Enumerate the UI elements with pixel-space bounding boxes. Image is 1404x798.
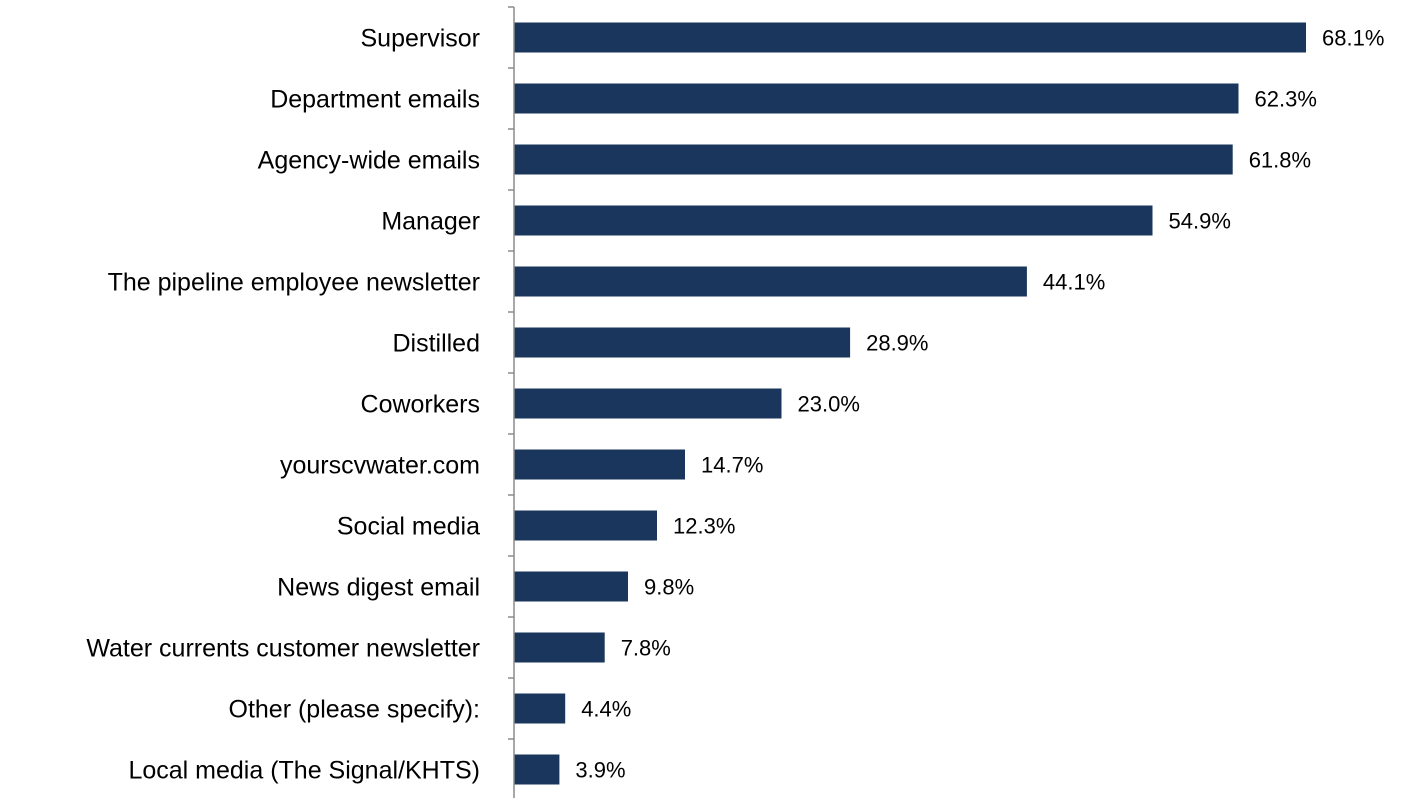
data-label: 14.7% xyxy=(701,453,763,478)
category-label: Manager xyxy=(381,208,480,236)
data-label: 54.9% xyxy=(1169,209,1231,234)
category-label: Coworkers xyxy=(361,391,480,419)
data-label: 4.4% xyxy=(581,697,631,722)
bar xyxy=(514,571,628,602)
data-label: 68.1% xyxy=(1322,26,1384,51)
category-label: Social media xyxy=(337,513,480,541)
data-label: 7.8% xyxy=(621,636,671,661)
bar xyxy=(514,754,560,785)
bar xyxy=(514,327,851,358)
data-label: 23.0% xyxy=(798,392,860,417)
data-label: 3.9% xyxy=(575,758,625,783)
data-label: 9.8% xyxy=(644,575,694,600)
bars-layer xyxy=(514,22,1306,785)
labels-layer: Supervisor 68.1% Department emails 62.3% Age… xyxy=(86,25,1384,785)
bar xyxy=(514,388,782,419)
category-label: The pipeline employee newsletter xyxy=(108,269,480,297)
category-axis xyxy=(508,6,515,798)
data-label: 44.1% xyxy=(1043,270,1105,295)
bar xyxy=(514,632,605,663)
data-label: 28.9% xyxy=(866,331,928,356)
data-label: 61.8% xyxy=(1249,148,1311,173)
bar xyxy=(514,22,1306,53)
category-label: Local media (The Signal/KHTS) xyxy=(128,757,480,785)
data-label: 62.3% xyxy=(1255,87,1317,112)
category-label: Other (please specify): xyxy=(229,696,481,724)
category-label: Water currents customer newsletter xyxy=(86,635,480,663)
bar xyxy=(514,144,1233,175)
bar xyxy=(514,205,1153,236)
category-label: Department emails xyxy=(270,86,480,114)
category-label: yourscvwater.com xyxy=(280,452,480,480)
category-label: Supervisor xyxy=(361,25,481,53)
bar xyxy=(514,510,657,541)
bar xyxy=(514,449,685,480)
bar xyxy=(514,83,1239,114)
category-label: Agency-wide emails xyxy=(258,147,480,175)
bar xyxy=(514,693,566,724)
category-label: News digest email xyxy=(277,574,480,602)
data-label: 12.3% xyxy=(673,514,735,539)
bar xyxy=(514,266,1027,297)
category-label: Distilled xyxy=(392,330,480,358)
